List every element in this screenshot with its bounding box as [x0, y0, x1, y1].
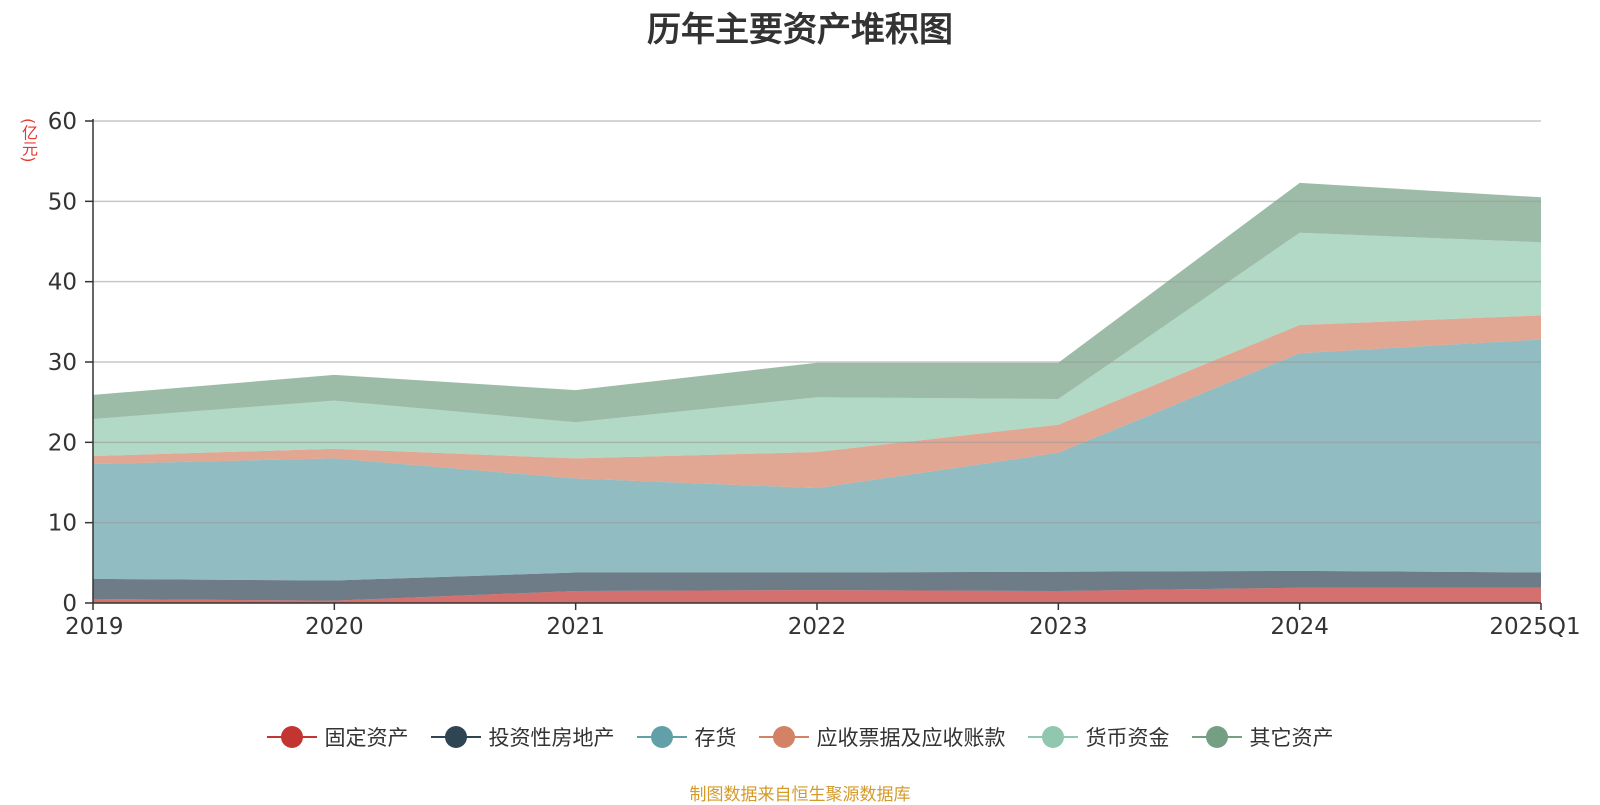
- legend-label: 固定资产: [324, 726, 409, 750]
- legend-marker-icon: [1027, 726, 1078, 748]
- legend-item-5[interactable]: 其它资产: [1191, 722, 1334, 752]
- legend-label: 货币资金: [1085, 726, 1170, 750]
- legend-marker-icon: [266, 726, 317, 748]
- legend-item-1[interactable]: 投资性房地产: [430, 722, 615, 752]
- x-tick-label-1: 2020: [305, 614, 364, 640]
- chart-legend: 固定资产 投资性房地产 存货 应收票据及应收账款 货币资金 其它资产: [0, 722, 1600, 752]
- legend-item-4[interactable]: 货币资金: [1027, 722, 1170, 752]
- area-series-3: [93, 315, 1541, 489]
- y-tick-label-40: 40: [48, 270, 77, 296]
- legend-label: 应收票据及应收账款: [816, 726, 1006, 750]
- legend-label: 投资性房地产: [488, 726, 615, 750]
- area-series-4: [93, 232, 1541, 459]
- x-tick-label-3: 2022: [788, 614, 847, 640]
- chart-plot-area: 0 10 20 30 40 50 60 2019 2020 2021 2022 2023 2024 202…: [48, 109, 1581, 640]
- x-tick-label-5: 2024: [1270, 614, 1329, 640]
- area-series-0: [93, 587, 1541, 603]
- x-tick-label-6: 2025Q1: [1489, 614, 1580, 640]
- y-tick-label-60: 60: [48, 109, 77, 135]
- legend-marker-icon: [636, 726, 687, 748]
- y-tick-label-50: 50: [48, 189, 77, 215]
- legend-label: 其它资产: [1249, 726, 1334, 750]
- y-tick-label-0: 0: [62, 591, 77, 617]
- x-tick-label-4: 2023: [1029, 614, 1088, 640]
- legend-label: 存货: [694, 726, 737, 750]
- area-series-1: [93, 570, 1541, 601]
- chart-title: 历年主要资产堆积图: [647, 10, 953, 50]
- x-tick-label-0: 2019: [65, 614, 124, 640]
- legend-item-2[interactable]: 存货: [636, 722, 737, 752]
- area-series-2: [93, 339, 1541, 581]
- legend-item-0[interactable]: 固定资产: [266, 722, 409, 752]
- y-tick-label-20: 20: [48, 430, 77, 456]
- x-tick-label-2: 2021: [546, 614, 605, 640]
- legend-marker-icon: [758, 726, 809, 748]
- legend-marker-icon: [430, 726, 481, 748]
- y-axis-unit-label: (亿元): [19, 118, 38, 163]
- data-source-note: 制图数据来自恒生聚源数据库: [689, 785, 911, 805]
- y-tick-label-10: 10: [48, 511, 77, 537]
- area-series-5: [93, 182, 1541, 423]
- legend-marker-icon: [1191, 726, 1242, 748]
- legend-item-3[interactable]: 应收票据及应收账款: [758, 722, 1006, 752]
- y-tick-label-30: 30: [48, 350, 77, 376]
